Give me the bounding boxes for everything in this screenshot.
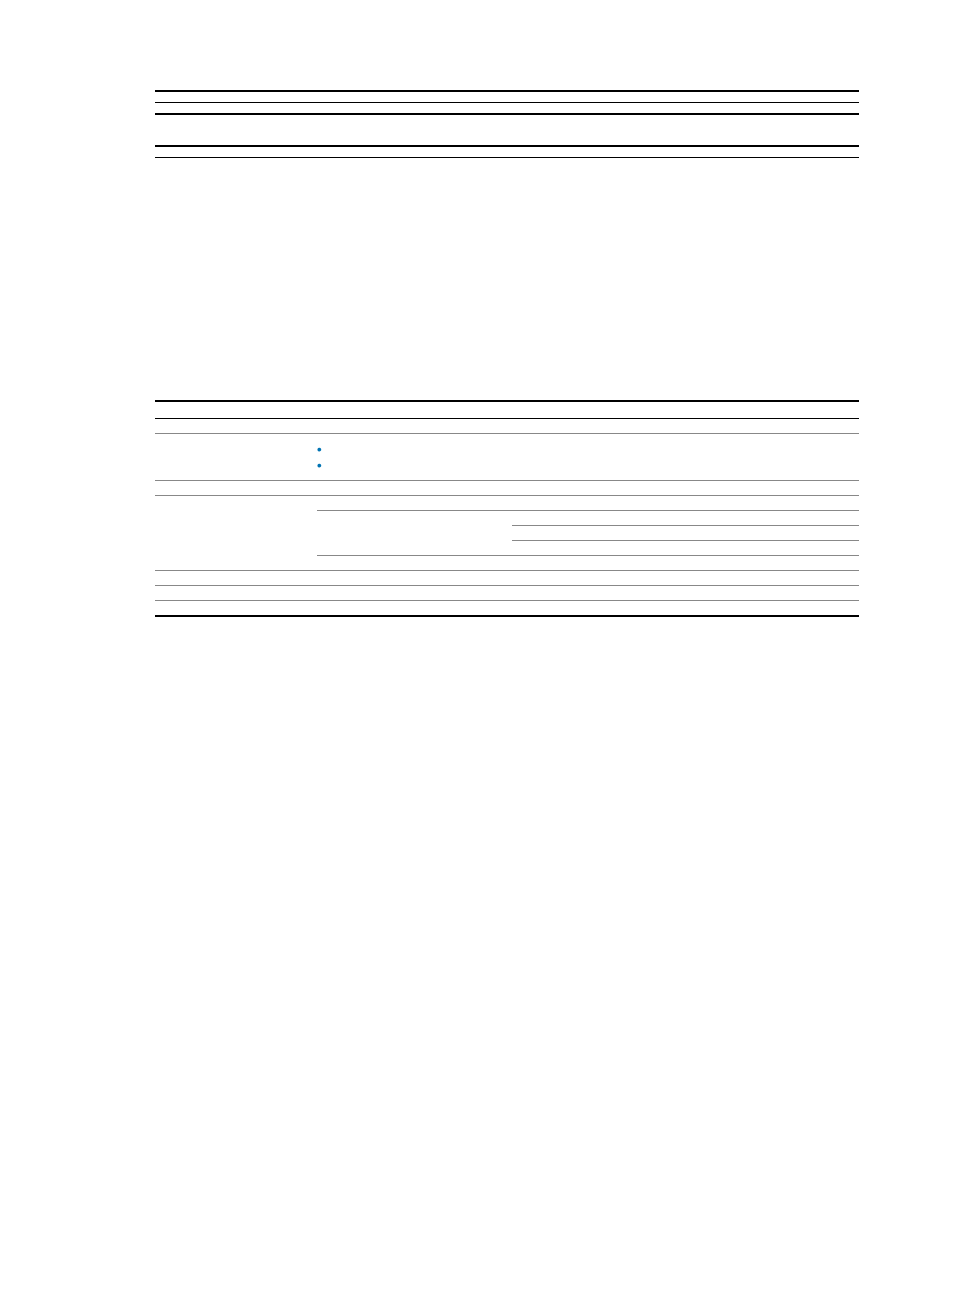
table-row	[155, 601, 859, 616]
t1-h0	[155, 91, 296, 103]
figure-fip600-panel	[155, 196, 859, 372]
specs-table	[155, 400, 859, 617]
table-row	[155, 496, 859, 571]
panel-diagram	[155, 196, 775, 366]
t1-h1	[296, 91, 437, 103]
fip310-table	[155, 145, 859, 158]
table-row	[155, 586, 859, 601]
t1-h4	[718, 91, 859, 103]
table-row	[155, 103, 859, 115]
table-row	[155, 481, 859, 496]
t1-h2	[437, 91, 578, 103]
table-row	[155, 434, 859, 481]
table-row	[155, 571, 859, 586]
transceiver-table	[155, 90, 859, 115]
t1-h3	[577, 91, 718, 103]
table-row	[155, 419, 859, 434]
